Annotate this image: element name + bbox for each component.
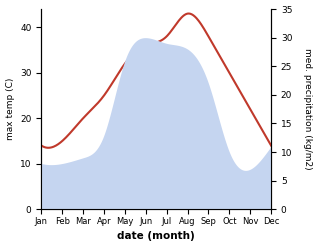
X-axis label: date (month): date (month) [117,231,195,242]
Y-axis label: max temp (C): max temp (C) [5,78,15,140]
Y-axis label: med. precipitation (kg/m2): med. precipitation (kg/m2) [303,48,313,170]
